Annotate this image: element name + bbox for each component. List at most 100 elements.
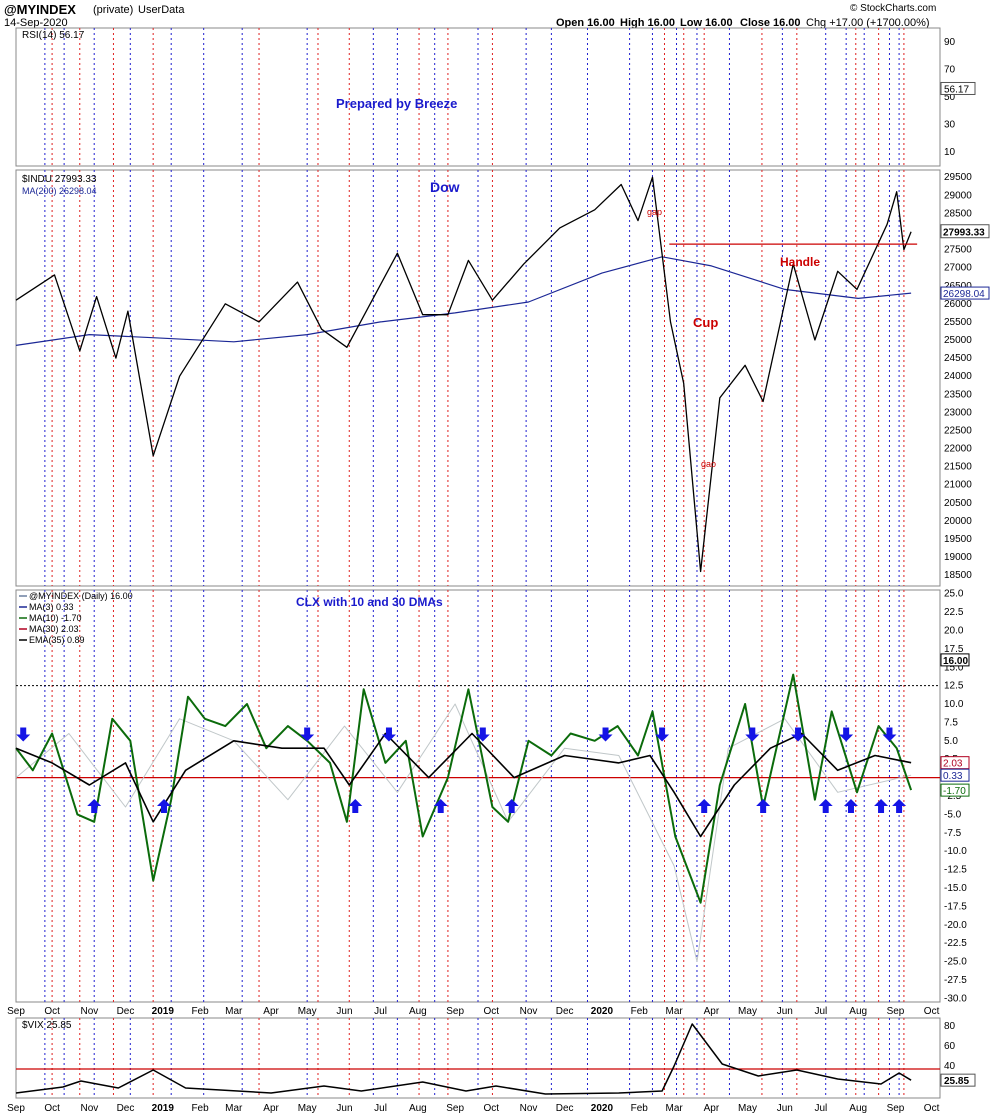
x-axis-label: Jul: [814, 1006, 827, 1017]
price-tick-label: 29000: [944, 190, 972, 201]
x-axis-label: Oct: [924, 1103, 940, 1114]
annotation-dow: Dow: [430, 179, 460, 195]
panel-frame-price: [15, 169, 941, 587]
x-axis-label: Aug: [409, 1103, 427, 1114]
price-last-value: 27993.33: [943, 228, 985, 239]
osc-tick-label: 17.5: [944, 644, 964, 655]
price-tick-label: 21500: [944, 462, 972, 473]
osc-legend-item: EMA(35) 0.89: [29, 635, 85, 645]
sell-arrow-icon: [745, 727, 760, 742]
rsi-tick-label: 90: [944, 37, 956, 48]
osc-tick-label: -30.0: [944, 993, 967, 1004]
osc-tick-label: -25.0: [944, 957, 967, 968]
osc-tick-label: -7.5: [944, 828, 962, 839]
x-axis-label: Sep: [7, 1006, 25, 1017]
private-tag: (private): [93, 4, 134, 16]
x-axis-label: Mar: [665, 1006, 683, 1017]
price-last-value-box: [940, 224, 990, 239]
x-axis-label: May: [298, 1103, 317, 1114]
sell-arrow-icon: [16, 727, 31, 742]
buy-arrow-icon: [697, 799, 712, 814]
x-axis-label: Dec: [556, 1006, 574, 1017]
x-axis-label: Feb: [191, 1006, 209, 1017]
x-axis-label: Dec: [117, 1103, 135, 1114]
rsi-tick-label: 10: [944, 147, 956, 158]
osc-tick-label: -5.0: [944, 809, 962, 820]
x-axis-label: Feb: [631, 1006, 649, 1017]
x-axis-label: Oct: [44, 1006, 60, 1017]
close-value: Close 16.00: [740, 17, 801, 29]
annotation-handle: Handle: [780, 255, 820, 269]
x-axis-label: 2020: [591, 1103, 614, 1114]
ma3-line: [15, 703, 912, 962]
x-axis-label: May: [298, 1006, 317, 1017]
osc-tick-label: 20.0: [944, 625, 964, 636]
vix-last-value-box: [940, 1073, 976, 1087]
ma10-line: [15, 673, 913, 904]
rsi-last-value: 56.17: [944, 84, 969, 95]
buy-arrow-icon: [756, 799, 771, 814]
chart-symbol: @MYINDEX: [4, 2, 76, 17]
osc-tick-label: 12.5: [944, 681, 964, 692]
osc-legend-item: MA(30) 2.03: [29, 624, 79, 634]
rsi-tick-label: 70: [944, 64, 956, 75]
x-axis-label: Mar: [225, 1006, 243, 1017]
x-axis-label: Sep: [446, 1103, 464, 1114]
annotation-prepared-by: Prepared by Breeze: [336, 96, 457, 111]
x-axis-label: Jun: [777, 1006, 793, 1017]
x-axis-label: Dec: [556, 1103, 574, 1114]
osc-last-value-box: [940, 756, 970, 770]
buy-arrow-icon: [874, 799, 889, 814]
x-axis-label: 2019: [152, 1103, 175, 1114]
rsi-tick-label: 50: [944, 92, 956, 103]
buy-arrow-icon: [843, 799, 858, 814]
x-axis-label: Sep: [7, 1103, 25, 1114]
change-value: Chg +17.00 (+1700.00%): [806, 17, 930, 29]
rsi-last-value-box: [940, 81, 976, 95]
price-tick-label: 19000: [944, 552, 972, 563]
x-axis-label: Jul: [814, 1103, 827, 1114]
ma200-line: [15, 256, 912, 346]
x-axis-label: Oct: [924, 1006, 940, 1017]
high-value: High 16.00: [620, 17, 676, 29]
osc-tick-label: -12.5: [944, 865, 967, 876]
buy-arrow-icon: [156, 799, 171, 814]
osc-last-value: 2.03: [943, 759, 963, 770]
x-axis-label: Sep: [446, 1006, 464, 1017]
vix-tick-label: 60: [944, 1041, 956, 1052]
price-tick-label: 26500: [944, 281, 972, 292]
ma200-last-value-box: [940, 286, 990, 300]
price-tick-label: 23000: [944, 407, 972, 418]
vix-line: [15, 1023, 912, 1095]
osc-legend-item: @MYINDEX (Daily) 16.00: [29, 591, 133, 601]
price-tick-label: 22000: [944, 444, 972, 455]
vix-tick-label: 80: [944, 1021, 956, 1032]
vix-tick-label: 40: [944, 1061, 956, 1072]
vix-last-value: 25.85: [944, 1076, 969, 1087]
x-axis-label: Mar: [665, 1103, 683, 1114]
osc-legend-item: MA(10) -1.70: [29, 613, 82, 623]
osc-tick-label: -17.5: [944, 901, 967, 912]
annotation-gao: gao: [701, 459, 716, 469]
open-value: Open 16.00: [556, 17, 615, 29]
sell-arrow-icon: [791, 727, 806, 742]
price-tick-label: 20500: [944, 498, 972, 509]
x-axis-label: Dec: [117, 1006, 135, 1017]
osc-tick-label: 5.0: [944, 736, 958, 747]
annotation-gap: gap: [647, 207, 662, 217]
x-axis-label: Jul: [374, 1006, 387, 1017]
sell-arrow-icon: [655, 727, 670, 742]
x-axis-label: Aug: [849, 1006, 867, 1017]
x-axis-label: Sep: [887, 1103, 905, 1114]
copyright: © StockCharts.com: [850, 3, 937, 14]
annotation-cup: Cup: [693, 315, 718, 330]
price-tick-label: 27000: [944, 263, 972, 274]
low-value: Low 16.00: [680, 17, 733, 29]
x-axis-label: Jun: [336, 1103, 352, 1114]
x-axis-label: Apr: [704, 1006, 720, 1017]
vix-legend: $VIX 25.85: [22, 1020, 72, 1031]
x-axis-label: Oct: [483, 1006, 499, 1017]
x-axis-label: Oct: [483, 1103, 499, 1114]
ma200-last-value: 26298.04: [943, 289, 985, 300]
